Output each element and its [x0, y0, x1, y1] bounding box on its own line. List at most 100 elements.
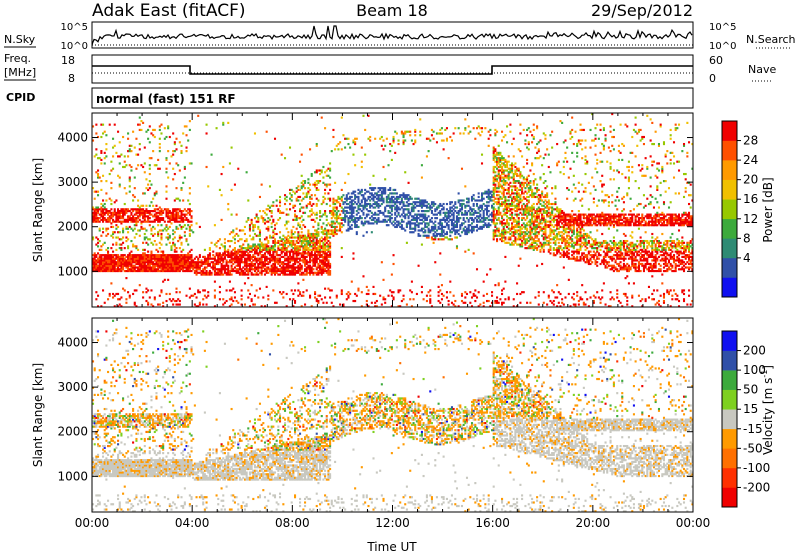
- range-gate-cell: [250, 298, 253, 301]
- range-gate-cell: [492, 192, 495, 195]
- range-gate-cell: [127, 218, 130, 221]
- range-gate-cell: [107, 252, 110, 255]
- range-gate-cell: [362, 114, 365, 117]
- range-gate-cell: [499, 174, 502, 177]
- range-gate-cell: [367, 202, 370, 206]
- range-gate-cell: [240, 252, 243, 255]
- range-gate-cell: [150, 201, 153, 204]
- range-gate-cell: [415, 292, 418, 296]
- range-gate-cell: [132, 218, 135, 221]
- range-gate-cell: [395, 199, 398, 202]
- range-gate-cell: [319, 239, 322, 243]
- range-gate-cell: [501, 155, 504, 158]
- range-gate-cell: [247, 199, 250, 202]
- range-gate-cell: [315, 197, 318, 200]
- range-gate-cell: [502, 213, 505, 216]
- range-gate-cell: [200, 271, 203, 274]
- range-gate-cell: [153, 232, 156, 236]
- range-gate-cell: [511, 224, 514, 227]
- range-gate-cell: [454, 229, 457, 232]
- range-gate-cell: [340, 225, 343, 229]
- range-gate-cell: [177, 298, 180, 301]
- range-gate-cell: [250, 245, 253, 248]
- range-gate-cell: [509, 213, 512, 216]
- range-gate-cell: [424, 218, 427, 221]
- range-gate-cell: [340, 218, 343, 221]
- range-gate-cell: [324, 262, 327, 266]
- range-gate-cell: [215, 259, 218, 262]
- range-gate-cell: [314, 185, 317, 188]
- range-gate-cell: [237, 261, 240, 264]
- range-gate-cell: [297, 188, 300, 191]
- range-gate-cell: [324, 211, 327, 214]
- range-gate-cell: [506, 225, 509, 229]
- range-gate-cell: [305, 194, 308, 197]
- range-gate-cell: [514, 204, 517, 207]
- range-gate-cell: [265, 266, 268, 269]
- range-gate-cell: [227, 261, 230, 264]
- range-gate-cell: [93, 252, 96, 255]
- range-gate-cell: [122, 241, 125, 244]
- range-gate-cell: [392, 195, 395, 199]
- range-gate-cell: [457, 220, 460, 223]
- range-gate-cell: [445, 222, 448, 225]
- range-gate-cell: [504, 202, 507, 206]
- range-gate-cell: [404, 215, 407, 218]
- range-gate-cell: [364, 192, 367, 195]
- range-gate-cell: [153, 254, 156, 257]
- range-gate-cell: [494, 171, 497, 174]
- range-gate-cell: [497, 227, 500, 230]
- range-gate-cell: [410, 280, 413, 283]
- range-gate-cell: [297, 236, 300, 239]
- range-gate-cell: [140, 254, 143, 257]
- range-gate-cell: [349, 208, 352, 211]
- range-gate-cell: [427, 291, 430, 294]
- range-gate-cell: [349, 215, 352, 218]
- range-gate-cell: [133, 224, 136, 227]
- range-gate-cell: [193, 264, 196, 267]
- range-gate-cell: [175, 187, 178, 190]
- range-gate-cell: [267, 227, 270, 230]
- range-gate-cell: [177, 213, 180, 216]
- range-gate-cell: [501, 229, 504, 232]
- range-gate-cell: [352, 218, 355, 221]
- range-gate-cell: [355, 210, 358, 213]
- range-gate-cell: [491, 195, 494, 199]
- range-gate-cell: [148, 266, 151, 269]
- range-gate-cell: [410, 215, 413, 218]
- range-gate-cell: [501, 236, 504, 239]
- range-gate-cell: [188, 202, 191, 206]
- range-gate-cell: [232, 231, 235, 234]
- range-gate-cell: [439, 224, 442, 227]
- range-gate-cell: [415, 218, 418, 221]
- range-gate-cell: [506, 231, 509, 234]
- range-gate-cell: [178, 264, 181, 267]
- range-gate-cell: [295, 257, 298, 260]
- range-gate-cell: [168, 234, 171, 237]
- range-gate-cell: [294, 192, 297, 195]
- range-gate-cell: [425, 155, 428, 158]
- range-gate-cell: [162, 252, 165, 255]
- range-gate-cell: [485, 299, 489, 303]
- range-gate-cell: [384, 210, 387, 213]
- range-gate-cell: [464, 296, 467, 299]
- range-gate-cell: [519, 123, 522, 126]
- range-gate-cell: [482, 280, 485, 283]
- range-gate-cell: [138, 262, 141, 266]
- range-gate-cell: [117, 259, 120, 262]
- range-gate-cell: [143, 266, 146, 269]
- range-gate-cell: [250, 264, 253, 267]
- range-gate-cell: [312, 234, 315, 237]
- range-gate-cell: [304, 255, 307, 259]
- range-gate-cell: [97, 211, 100, 214]
- range-gate-cell: [172, 303, 175, 306]
- range-gate-cell: [324, 197, 327, 200]
- range-gate-cell: [512, 180, 515, 183]
- range-gate-cell: [395, 206, 398, 209]
- range-gate-cell: [364, 206, 367, 209]
- range-gate-cell: [497, 190, 500, 193]
- range-gate-cell: [160, 291, 163, 294]
- range-gate-cell: [133, 303, 136, 306]
- range-gate-cell: [405, 222, 408, 225]
- range-gate-cell: [260, 255, 263, 259]
